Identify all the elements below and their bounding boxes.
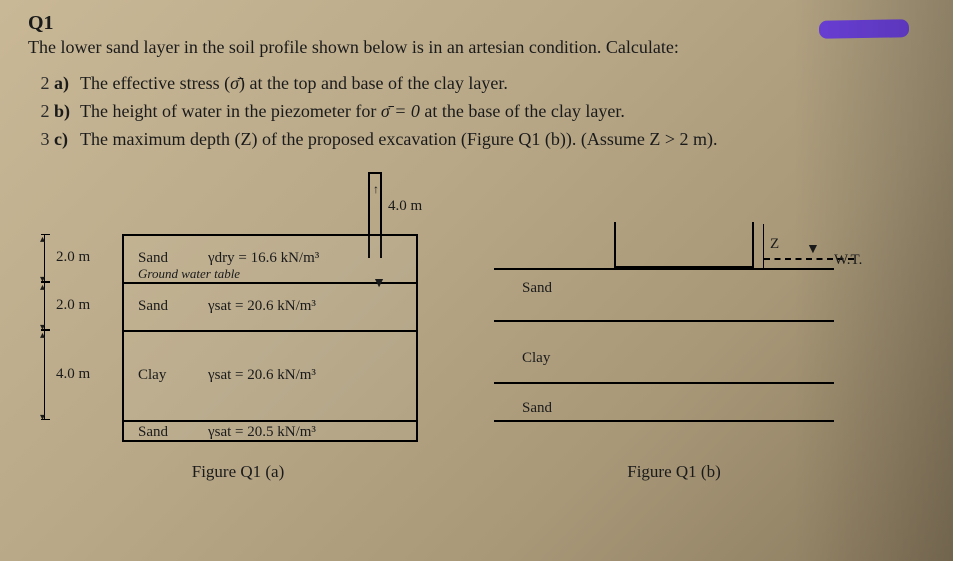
sigma-symbol: σ̄ [230,73,239,93]
handwritten-mark: 2 [36,98,54,126]
stratum-line [494,420,834,422]
part-text: The maximum depth (Z) of the proposed ex… [80,126,925,154]
sigma-symbol: σ̄ = 0 [381,101,420,121]
question-number: Q1 [28,12,925,35]
dimension-label: 2.0 m [56,249,90,266]
soil-profile-box: Sandγdry = 16.6 kN/m³Sandγsat = 20.6 kN/… [122,234,418,442]
soil-layer: Clayγsat = 20.6 kN/m³ [124,332,416,422]
dimension-label: 4.0 m [56,366,90,383]
wt-symbol-icon: ▼ [806,242,820,258]
layer-property: γsat = 20.6 kN/m³ [208,298,316,315]
figure-b-caption: Figure Q1 (b) [474,462,874,482]
part-c: 3 c) The maximum depth (Z) of the propos… [36,126,925,154]
layer-name: Sand [522,280,552,297]
excavation-shape [614,222,754,268]
figure-a-caption: Figure Q1 (a) [38,462,438,482]
layer-name: Sand [522,400,552,417]
part-text: The effective stress (σ̄) at the top and… [80,70,925,98]
figure-b: Z ▼ W.T. Sand Clay Sand Figure Q1 (b) [474,172,874,482]
layer-name: Sand [138,250,208,267]
layer-property: γsat = 20.5 kN/m³ [208,424,316,441]
ground-surface-line [494,268,834,270]
layer-name: Clay [138,367,208,384]
part-b: 2 b) The height of water in the piezomet… [36,98,925,126]
layer-name: Sand [138,424,208,441]
question-parts: 2 a) The effective stress (σ̄) at the to… [36,70,925,154]
part-label: c) [54,126,80,154]
part-a: 2 a) The effective stress (σ̄) at the to… [36,70,925,98]
gwt-label: Ground water table [138,266,240,282]
dimension-line: ▴▾ [44,330,54,420]
arrow-icon: ↑ [373,182,379,197]
soil-layer: Sandγsat = 20.5 kN/m³ [124,422,416,444]
dimension-line: ▴▾ [44,282,54,330]
redaction-scribble [819,19,909,39]
stratum-line [494,320,834,322]
part-text: The height of water in the piezometer fo… [80,98,925,126]
handwritten-mark: 3 [36,126,54,154]
layer-property: γsat = 20.6 kN/m³ [208,367,316,384]
gwt-symbol-icon: ▼ [372,276,386,292]
figure-a: ↑ 4.0 m ▴▾2.0 m▴▾2.0 m▴▾4.0 m Sandγdry =… [38,172,438,482]
z-dimension-line [754,224,764,268]
layer-name: Sand [138,298,208,315]
dimension-line: ▴▾ [44,234,54,282]
wt-label: W.T. [834,252,862,269]
z-label: Z [770,236,779,253]
piezo-height-label: 4.0 m [388,198,422,215]
question-intro: The lower sand layer in the soil profile… [28,37,925,58]
stratum-line [494,382,834,384]
part-label: a) [54,70,80,98]
figures-row: ↑ 4.0 m ▴▾2.0 m▴▾2.0 m▴▾4.0 m Sandγdry =… [38,172,925,482]
layer-property: γdry = 16.6 kN/m³ [208,250,319,267]
dimension-label: 2.0 m [56,297,90,314]
handwritten-mark: 2 [36,70,54,98]
part-label: b) [54,98,80,126]
layer-name: Clay [522,350,550,367]
